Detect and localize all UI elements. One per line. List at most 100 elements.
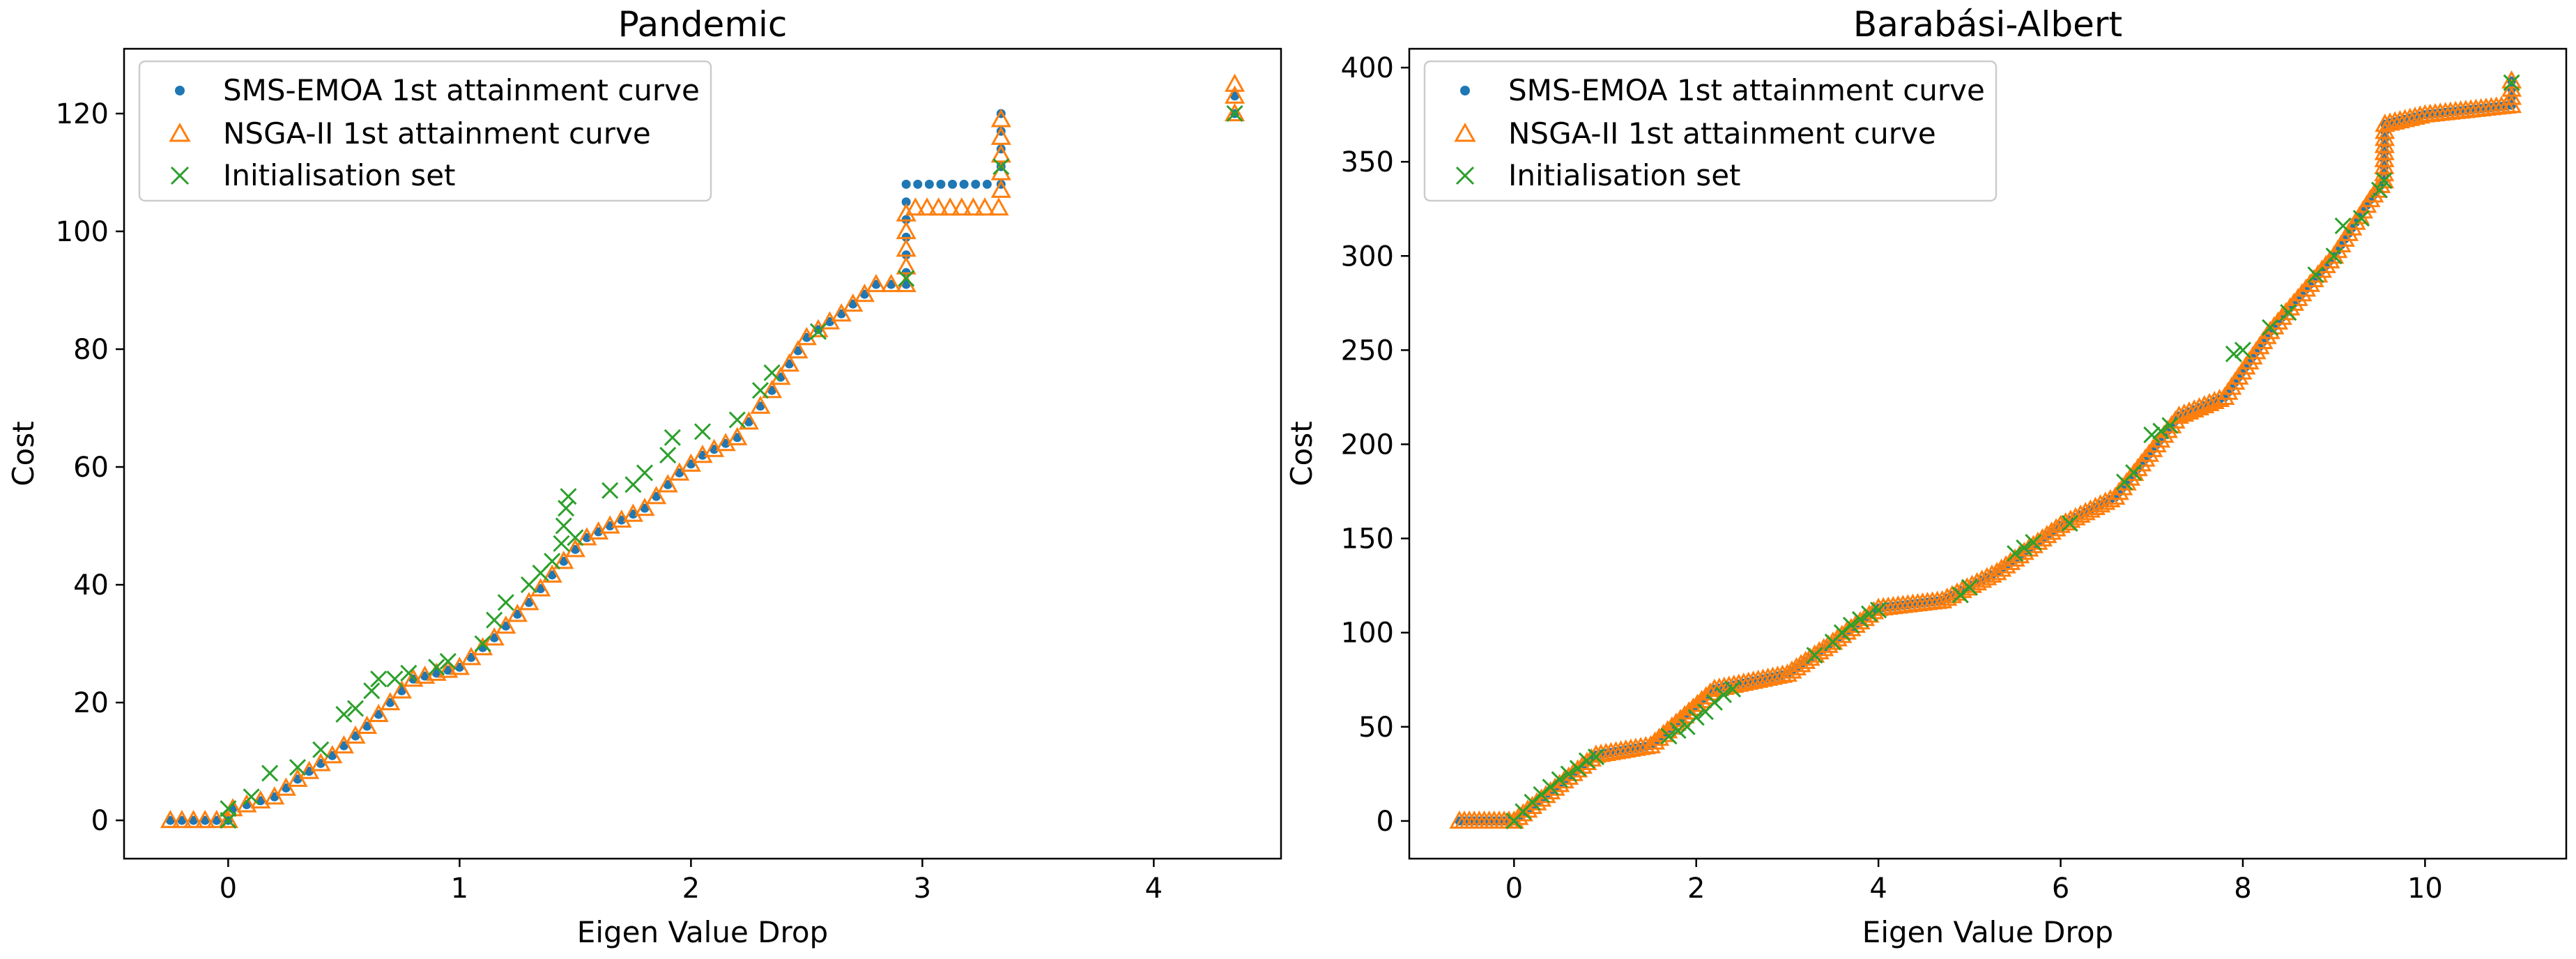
init-point bbox=[664, 429, 681, 446]
init-point bbox=[1569, 760, 1586, 777]
init-point bbox=[2352, 210, 2370, 227]
y-tick-label: 0 bbox=[91, 805, 109, 837]
nsga-ii-point bbox=[2315, 254, 2336, 273]
legend-marker-initialisation bbox=[170, 166, 190, 185]
nsga-ii-point bbox=[657, 474, 678, 493]
nsga-ii-point bbox=[391, 680, 412, 699]
init-point bbox=[2307, 266, 2324, 284]
x-tick-label: 4 bbox=[1869, 873, 1887, 905]
nsga-ii-point bbox=[507, 604, 528, 622]
init-point bbox=[1806, 647, 1823, 664]
nsga-ii-point bbox=[264, 786, 285, 805]
y-tick-label: 0 bbox=[1377, 806, 1394, 838]
init-point bbox=[2262, 319, 2279, 337]
nsga-ii-point bbox=[669, 462, 690, 481]
init-point bbox=[400, 664, 417, 682]
x-tick-label: 4 bbox=[1145, 873, 1163, 905]
sms-emoa-point bbox=[913, 179, 923, 189]
y-tick-label: 50 bbox=[1358, 712, 1394, 744]
legend-label: SMS-EMOA 1st attainment curve bbox=[1508, 73, 1985, 107]
nsga-ii-point bbox=[160, 809, 181, 829]
nsga-ii-point bbox=[990, 144, 1011, 163]
nsga-ii-point bbox=[357, 715, 378, 734]
nsga-ii-point bbox=[565, 539, 585, 558]
init-point bbox=[1551, 771, 1568, 788]
sms-emoa-point bbox=[982, 179, 992, 189]
y-tick-label: 200 bbox=[1341, 429, 1394, 461]
init-point bbox=[553, 535, 570, 552]
x-tick-label: 1 bbox=[451, 873, 468, 905]
y-tick-label: 350 bbox=[1341, 146, 1394, 178]
y-tick-label: 150 bbox=[1341, 523, 1394, 555]
nsga-ii-point bbox=[415, 665, 436, 684]
sms-emoa-point bbox=[924, 179, 934, 189]
nsga-ii-point bbox=[988, 197, 1009, 216]
init-point bbox=[1524, 793, 1541, 811]
nsga-ii-point bbox=[1932, 590, 1953, 608]
nsga-ii-point bbox=[236, 794, 257, 813]
legend-marker-nsga-ii bbox=[169, 122, 191, 142]
init-point bbox=[370, 670, 388, 688]
nsga-ii-point bbox=[680, 453, 701, 472]
y-tick-label: 300 bbox=[1341, 240, 1394, 273]
nsga-ii-point bbox=[634, 498, 655, 516]
sms-emoa-point bbox=[936, 179, 946, 189]
y-tick-label: 40 bbox=[73, 569, 109, 601]
nsga-ii-point bbox=[2070, 504, 2091, 523]
nsga-ii-point bbox=[553, 551, 574, 569]
nsga-ii-point bbox=[217, 809, 238, 829]
init-point bbox=[1861, 605, 1878, 622]
init-point bbox=[659, 447, 677, 464]
nsga-ii-point bbox=[951, 197, 972, 216]
nsga-ii-point bbox=[2296, 278, 2317, 297]
init-point bbox=[560, 488, 577, 505]
legend-marker-initialisation bbox=[1455, 166, 1475, 185]
legend-marker-sms-emoa bbox=[175, 86, 185, 95]
series-initialisation-set bbox=[1505, 74, 2520, 830]
nsga-ii-point bbox=[275, 777, 296, 796]
init-point bbox=[1833, 624, 1850, 641]
init-point bbox=[2125, 463, 2142, 482]
init-point bbox=[992, 158, 1010, 176]
init-point bbox=[386, 670, 404, 688]
nsga-ii-point bbox=[974, 197, 995, 216]
init-point bbox=[1724, 680, 1742, 698]
nsga-ii-point bbox=[843, 293, 864, 312]
y-tick-label: 20 bbox=[73, 687, 109, 719]
init-point bbox=[428, 659, 445, 676]
nsga-ii-point bbox=[2080, 499, 2101, 518]
init-point bbox=[1870, 601, 1887, 619]
nsga-ii-point bbox=[928, 197, 949, 216]
legend-label: Initialisation set bbox=[1508, 158, 1741, 192]
init-point bbox=[2503, 74, 2520, 91]
init-point bbox=[809, 323, 827, 340]
nsga-ii-point bbox=[2287, 287, 2308, 307]
nsga-ii-point bbox=[2271, 306, 2292, 325]
nsga-ii-point bbox=[990, 109, 1011, 128]
nsga-ii-point bbox=[1791, 654, 1811, 673]
y-tick-label: 80 bbox=[73, 334, 109, 366]
plot-area bbox=[123, 47, 1282, 860]
init-point bbox=[2375, 172, 2393, 190]
legend-marker-nsga-ii bbox=[1454, 122, 1476, 142]
y-tick-label: 60 bbox=[73, 452, 109, 484]
sms-emoa-point bbox=[971, 179, 981, 189]
init-point bbox=[363, 682, 381, 700]
init-point bbox=[2280, 304, 2297, 321]
nsga-ii-point bbox=[403, 668, 424, 687]
y-tick-label: 250 bbox=[1341, 335, 1394, 367]
nsga-ii-point bbox=[171, 809, 192, 829]
legend-box bbox=[138, 60, 712, 202]
nsga-ii-point bbox=[940, 197, 960, 216]
sms-emoa-point bbox=[959, 179, 969, 189]
legend-label: SMS-EMOA 1st attainment curve bbox=[223, 73, 700, 107]
nsga-ii-point bbox=[750, 395, 771, 414]
chart-title: Barabási-Albert bbox=[1853, 4, 2122, 45]
y-axis-label: Cost bbox=[1285, 421, 1319, 486]
nsga-ii-point bbox=[646, 486, 667, 505]
y-tick-label: 400 bbox=[1341, 52, 1394, 84]
nsga-ii-point bbox=[2050, 514, 2071, 533]
